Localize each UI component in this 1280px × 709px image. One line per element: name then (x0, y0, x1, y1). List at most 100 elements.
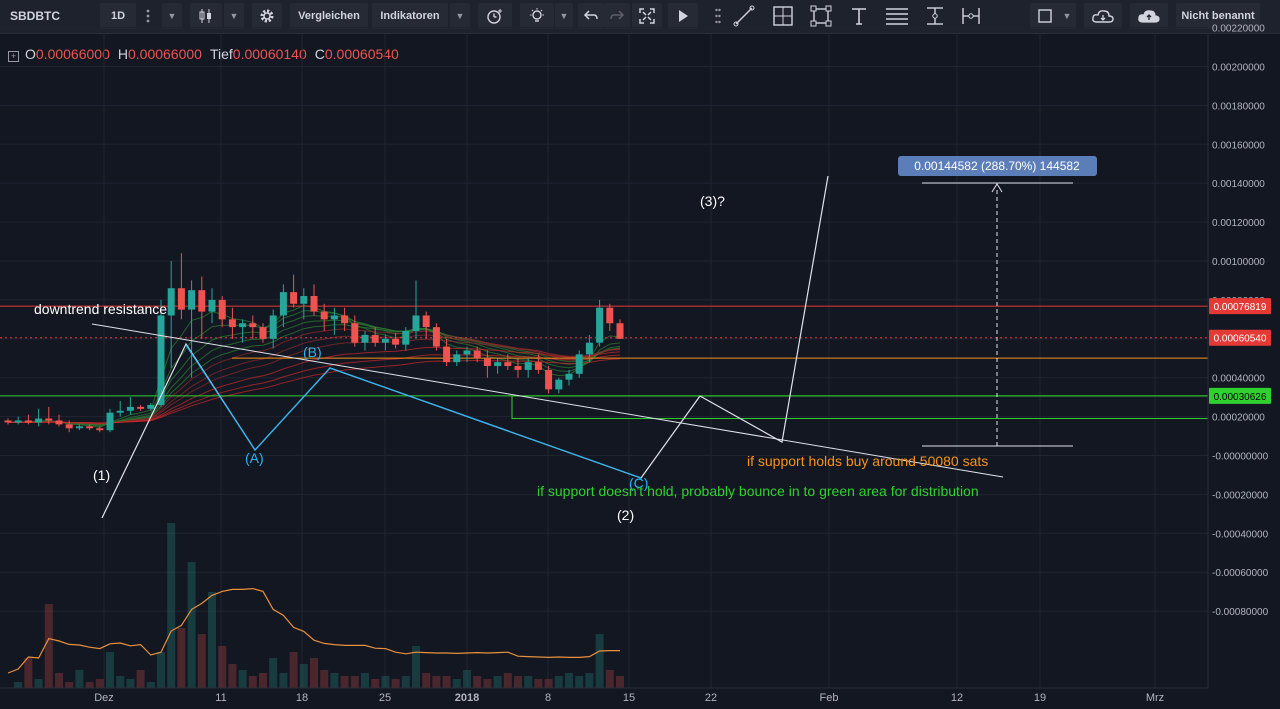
wave-3-label[interactable]: (3)? (700, 193, 725, 209)
wave-b-label[interactable]: (B) (303, 344, 322, 360)
undo-icon[interactable] (578, 3, 604, 29)
candle-body (504, 362, 512, 367)
candle-body (137, 406, 145, 409)
candle-body (218, 299, 226, 320)
candle-body (534, 362, 542, 370)
volume-bar (75, 670, 84, 688)
volume-bar (585, 673, 594, 688)
user-drawings[interactable] (91, 175, 1073, 519)
candle-body (473, 350, 481, 359)
wave-2-label[interactable]: (2) (617, 507, 634, 523)
volume-bar (177, 628, 186, 688)
volume-bar (259, 673, 267, 688)
y-tick-label: 0.00120000 (1212, 218, 1265, 229)
fullscreen-icon[interactable] (632, 3, 662, 29)
volume-bar (269, 658, 278, 688)
candle-body (310, 296, 318, 312)
candles-dropdown-icon[interactable]: ▼ (224, 3, 244, 29)
ideas-bulb-icon[interactable] (520, 3, 554, 29)
candle-body (494, 362, 502, 367)
candle-body (86, 426, 94, 429)
cloud-load-icon[interactable] (1084, 3, 1122, 29)
volume-bar (187, 562, 196, 688)
candle-body (351, 323, 359, 343)
close-value: 0.00060540 (324, 46, 399, 62)
candle-body (453, 354, 461, 363)
candle-body (555, 379, 563, 390)
candle-body (392, 338, 400, 345)
swatch-dropdown-icon[interactable]: ▼ (1058, 3, 1076, 29)
interval-label: 1D (110, 10, 126, 22)
chart-grid (0, 34, 1208, 688)
candle-body (575, 354, 583, 374)
redo-icon[interactable] (604, 3, 630, 29)
fib-retracement-icon[interactable] (880, 3, 914, 29)
volume-ma-line (7, 587, 620, 674)
downtrend-resistance-label[interactable]: downtrend resistance (34, 301, 167, 317)
x-tick-label: 22 (705, 692, 717, 704)
replay-play-icon[interactable] (668, 3, 698, 29)
volume-bar (310, 658, 318, 688)
interval-selector[interactable]: 1D (100, 3, 136, 29)
volume-bar (24, 658, 33, 688)
volume-bar (55, 673, 63, 688)
wave-1-label[interactable]: (1) (93, 467, 110, 483)
price-range-icon[interactable] (918, 3, 952, 29)
volume-bar (616, 676, 624, 688)
compare-button[interactable]: Vergleichen (290, 3, 368, 29)
volume-bar (299, 664, 308, 688)
layout-name-button[interactable]: Nicht benannt (1176, 3, 1260, 29)
drawings-grip-icon[interactable] (712, 3, 724, 29)
candle-body (443, 346, 451, 363)
y-tick-label: -0.00000000 (1212, 452, 1269, 463)
indicators-button[interactable]: Indikatoren (372, 3, 448, 29)
symbol-label: SBDBTC (10, 9, 60, 23)
cloud-save-icon[interactable] (1130, 3, 1168, 29)
volume-bar (422, 673, 431, 688)
volume-bar (238, 670, 247, 688)
cross-line-icon[interactable] (766, 3, 800, 29)
volume-bar (534, 679, 543, 688)
text-tool-icon[interactable] (842, 3, 876, 29)
volume-bar (218, 646, 227, 688)
trend-line-icon[interactable] (728, 3, 760, 29)
volume-bar (524, 676, 533, 688)
date-range-icon[interactable] (954, 3, 988, 29)
y-tick-label: -0.00080000 (1212, 607, 1269, 618)
volume-bar (503, 673, 512, 688)
candle-body (463, 350, 471, 355)
more-intervals-icon[interactable] (138, 3, 158, 29)
low-value: 0.00060140 (232, 46, 307, 62)
candle-body (524, 362, 532, 370)
volume-bar (248, 676, 257, 688)
alert-clock-icon[interactable] (478, 3, 512, 29)
drawing-color-swatch-icon[interactable] (1030, 3, 1060, 29)
price-tag-label: 0.00030626 (1214, 392, 1267, 403)
volume-bar (14, 682, 23, 688)
x-tick-label: 2018 (455, 692, 479, 704)
support-holds-note[interactable]: if support holds buy around 50080 sats (747, 453, 988, 469)
volume-bar (34, 679, 43, 688)
indicators-dropdown-icon[interactable]: ▼ (450, 3, 470, 29)
volume-bar (514, 676, 522, 688)
volume-bar (106, 652, 114, 688)
rectangle-icon[interactable] (804, 3, 838, 29)
wave-a-label[interactable]: (A) (245, 450, 264, 466)
ideas-dropdown-icon[interactable]: ▼ (555, 3, 573, 29)
volume-bar (575, 676, 584, 688)
price-tag-box (1209, 329, 1271, 346)
high-value: 0.00066000 (127, 46, 202, 62)
support-fails-note[interactable]: if support doesn't hold, probably bounce… (537, 483, 979, 499)
time-axis[interactable]: Dez 11 18 25 2018 8 15 22 Feb 12 19 Mrz (94, 692, 1164, 704)
volume-bar (340, 676, 349, 688)
volume-bar (44, 604, 53, 688)
wave-c-label[interactable]: (C) (629, 475, 648, 491)
settings-gear-icon[interactable] (252, 3, 282, 29)
candles-icon[interactable] (190, 3, 222, 29)
expand-legend-icon[interactable]: + (8, 51, 19, 62)
volume-bar (350, 676, 359, 688)
symbol-search[interactable]: SBDBTC (6, 3, 94, 29)
candle-body (188, 290, 196, 310)
chart-type-dropdown-icon[interactable]: ▼ (162, 3, 182, 29)
